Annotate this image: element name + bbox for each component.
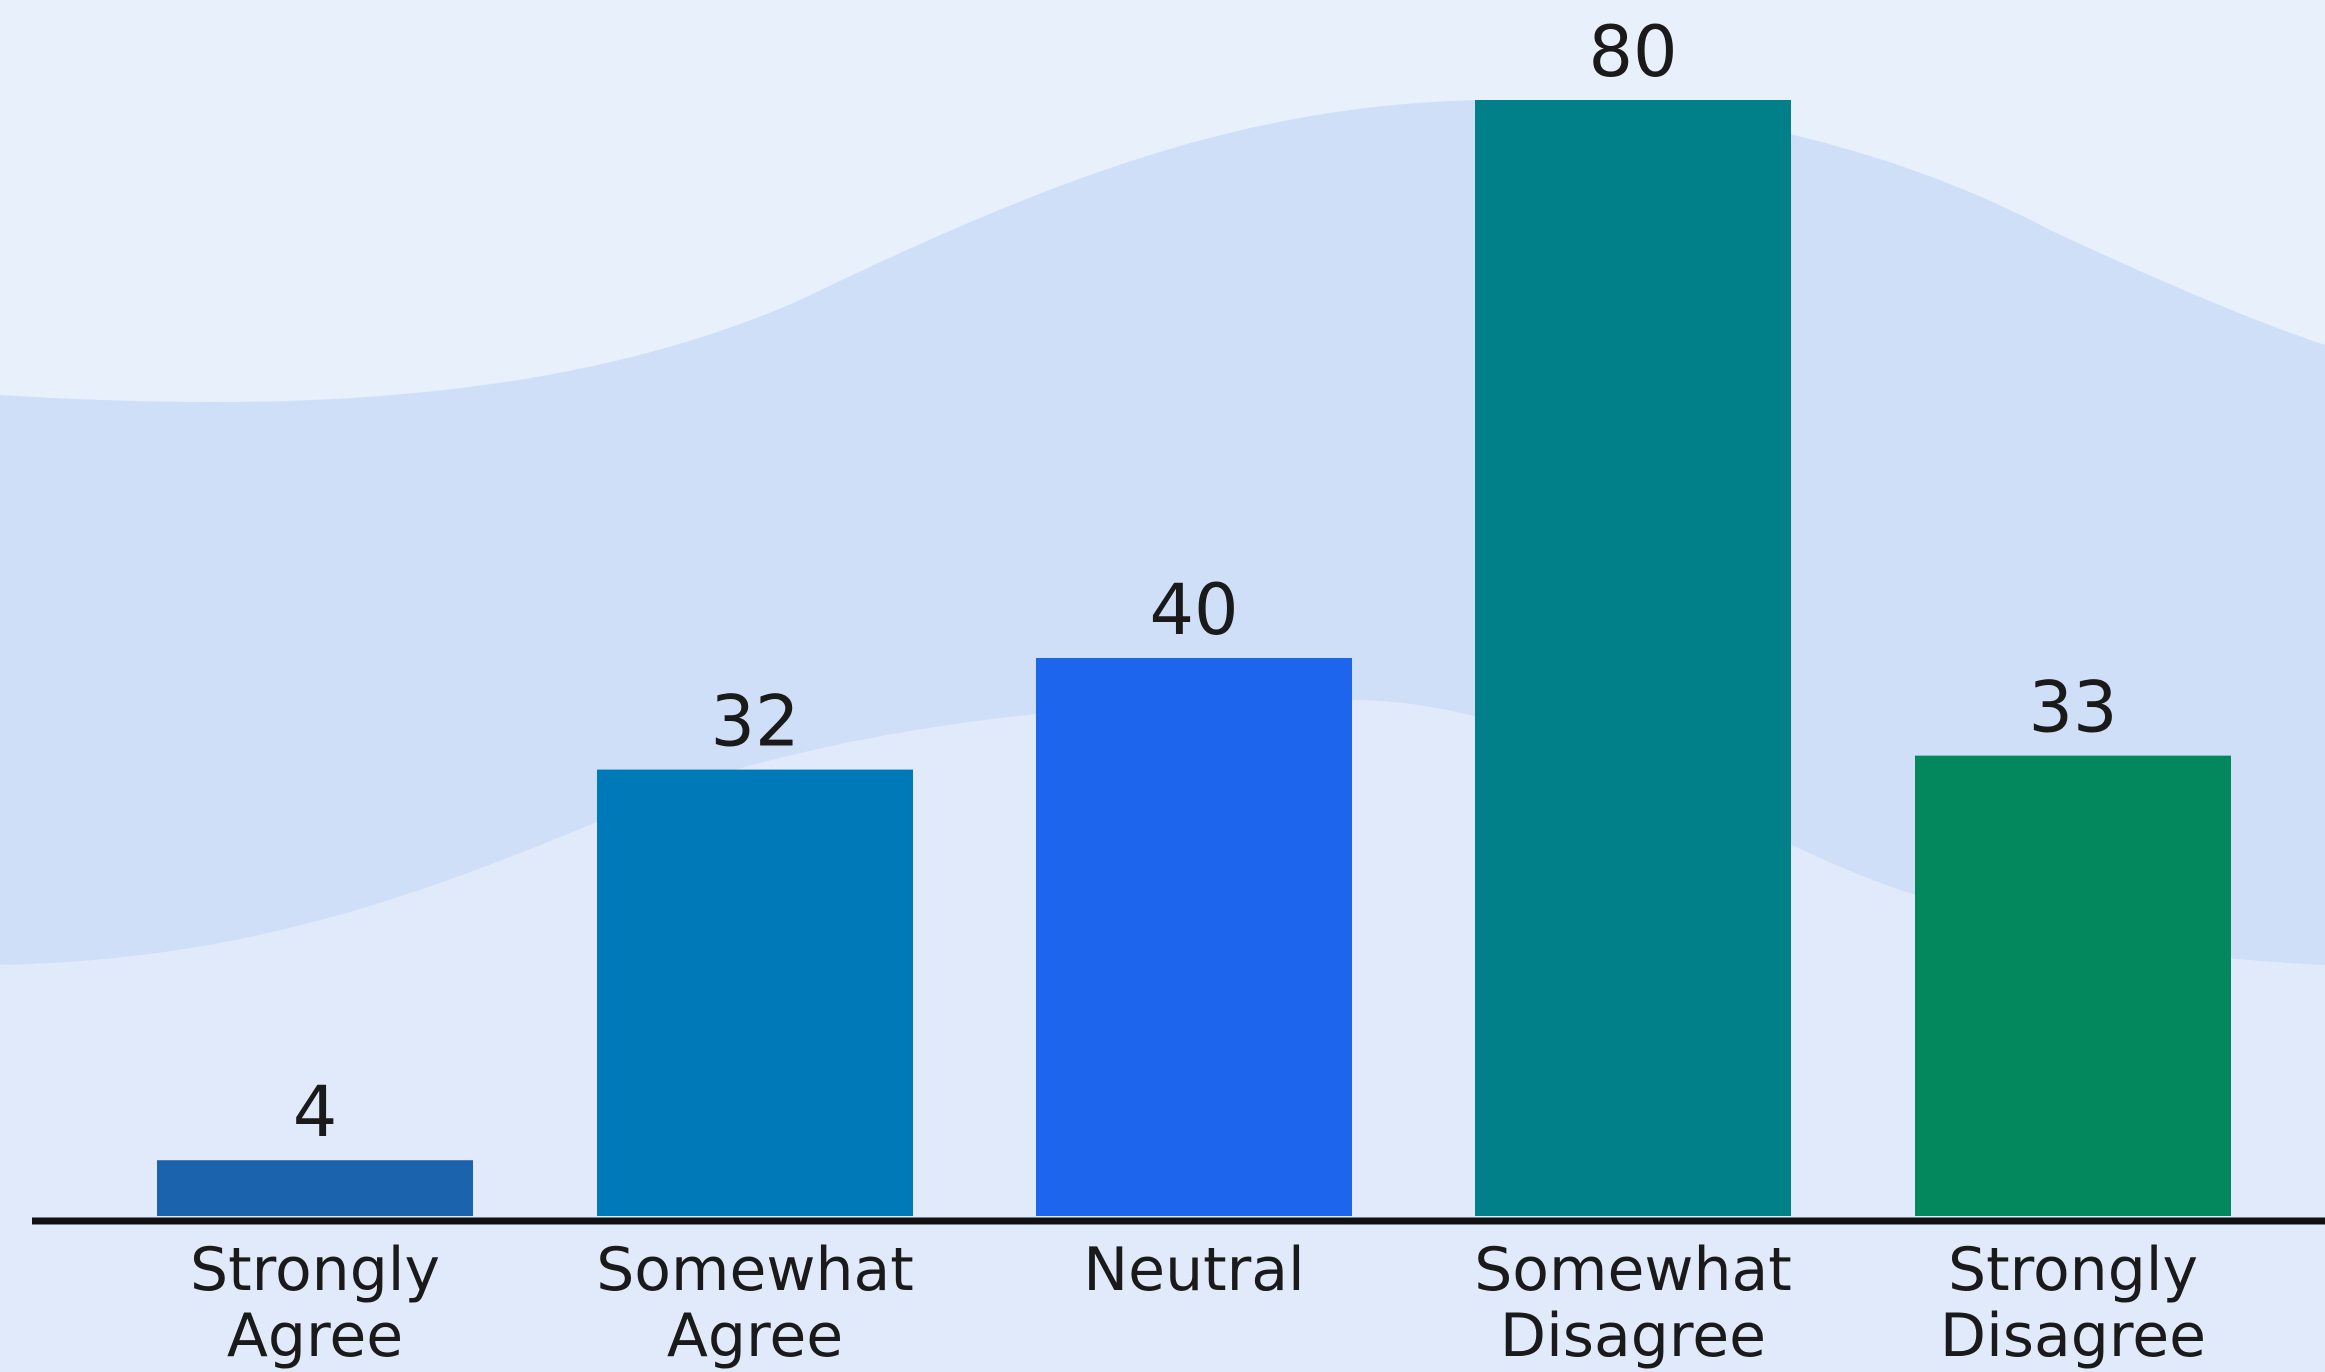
- category-label-0-line-0: Strongly: [190, 1235, 440, 1305]
- bar-2: [1036, 658, 1352, 1216]
- category-label-0-line-1: Agree: [227, 1301, 403, 1371]
- bar-value-label-3: 80: [1588, 11, 1677, 93]
- bar-value-label-2: 40: [1149, 569, 1238, 651]
- bar-3: [1475, 100, 1791, 1216]
- bars-layer: [157, 100, 2231, 1216]
- category-label-1-line-1: Agree: [667, 1301, 843, 1371]
- category-label-3-line-1: Disagree: [1500, 1301, 1766, 1371]
- category-label-4-line-1: Disagree: [1940, 1301, 2206, 1371]
- bar-value-label-0: 4: [293, 1071, 338, 1153]
- category-label-4-line-0: Strongly: [1948, 1235, 2198, 1305]
- category-label-2-line-0: Neutral: [1083, 1235, 1304, 1305]
- bar-value-label-4: 33: [2028, 667, 2117, 749]
- category-label-1-line-0: Somewhat: [596, 1235, 914, 1305]
- category-label-3-line-0: Somewhat: [1474, 1235, 1792, 1305]
- labels-layer: 4StronglyAgree32SomewhatAgree40Neutral80…: [190, 11, 2206, 1371]
- bar-0: [157, 1160, 473, 1216]
- bar-1: [597, 769, 913, 1216]
- bar-4: [1915, 755, 2231, 1216]
- bar-value-label-1: 32: [710, 681, 799, 763]
